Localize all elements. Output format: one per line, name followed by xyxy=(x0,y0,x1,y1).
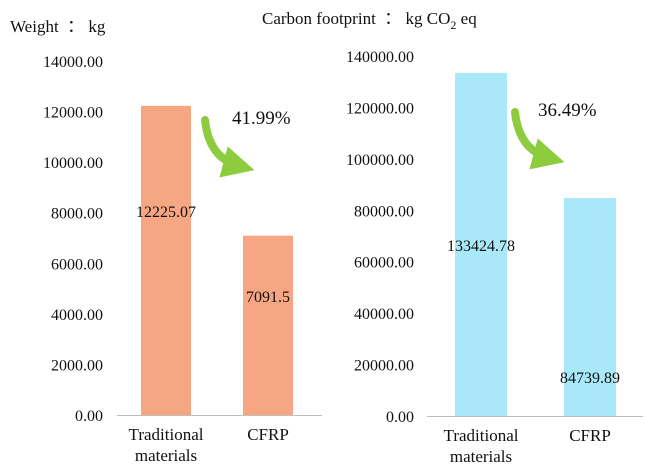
y-tick-label: 8000.00 xyxy=(51,206,103,223)
x-tick-label: Traditional materials xyxy=(444,426,519,466)
y-tick-label: 10000.00 xyxy=(43,155,103,172)
reduction-arrow-icon xyxy=(201,116,255,178)
y-tick-label: 0.00 xyxy=(386,409,414,426)
data-label: 133424.78 xyxy=(447,238,515,255)
x-tick-line: CFRP xyxy=(247,425,289,444)
bar-1 xyxy=(455,72,507,416)
reduction-arrow-icon xyxy=(511,108,565,170)
chart-panel-2: Carbon footprint ： kg CO2 eq 0.00 20000.00… xyxy=(262,9,643,466)
chart-panel-1: Weight ： kg 0.00 2000.00 4000.00 6000.00 8000… xyxy=(10,17,322,465)
data-label: 84739.89 xyxy=(560,370,620,387)
x-tick-line: Traditional xyxy=(129,425,204,444)
y-tick-label: 120000.00 xyxy=(346,100,414,117)
y-tick-label: 40000.00 xyxy=(354,306,414,323)
chart-title: Weight ： kg xyxy=(10,17,106,36)
reduction-label: 36.49% xyxy=(538,100,597,121)
y-tick-label: 100000.00 xyxy=(346,152,414,169)
y-tick-label: 80000.00 xyxy=(354,203,414,220)
bar-1 xyxy=(141,105,191,415)
bar-2 xyxy=(564,198,616,416)
title-suffix: eq xyxy=(456,9,477,28)
y-tick-label: 20000.00 xyxy=(354,358,414,375)
reduction-label: 41.99% xyxy=(232,108,291,129)
data-label: 12225.07 xyxy=(136,204,196,221)
x-tick-label: CFRP xyxy=(569,426,611,445)
y-tick-label: 4000.00 xyxy=(51,307,103,324)
x-tick-label: CFRP xyxy=(247,425,289,444)
title-subscript: 2 xyxy=(450,18,456,32)
title-text: Carbon footprint ： kg CO xyxy=(262,9,450,28)
data-label: 7091.5 xyxy=(246,289,290,306)
x-tick-line: Traditional xyxy=(444,426,519,445)
y-tick-label: 60000.00 xyxy=(354,255,414,272)
y-tick-label: 140000.00 xyxy=(346,49,414,66)
y-tick-label: 12000.00 xyxy=(43,105,103,122)
bar-2 xyxy=(243,235,293,415)
chart-title: Carbon footprint ： kg CO2 eq xyxy=(262,9,477,32)
y-tick-label: 6000.00 xyxy=(51,256,103,273)
y-tick-label: 14000.00 xyxy=(43,54,103,71)
y-tick-label: 2000.00 xyxy=(51,357,103,374)
x-tick-label: Traditional materials xyxy=(129,425,204,465)
x-tick-line: CFRP xyxy=(569,426,611,445)
x-tick-line: materials xyxy=(450,447,512,466)
y-tick-label: 0.00 xyxy=(75,408,103,425)
title-text: Weight ： kg xyxy=(10,17,106,36)
x-tick-line: materials xyxy=(135,446,197,465)
